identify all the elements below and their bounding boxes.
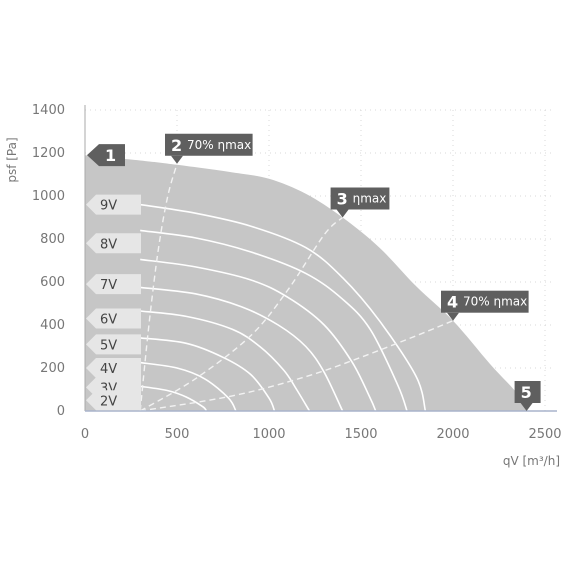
speed-tab-4V: 4V [86,358,141,378]
callout-pointer [520,403,533,411]
y-tick-label: 0 [57,404,65,419]
speed-label: 6V [100,313,117,328]
speed-tab-bg [86,308,141,329]
speed-tab-2V: 2V [86,390,141,411]
operating-envelope [85,155,527,411]
y-tick-label: 200 [40,361,65,376]
speed-tab-bg [86,358,141,378]
x-tick-label: 2000 [436,427,469,442]
callout-bg [514,381,541,403]
callout-number: 1 [105,146,116,165]
speed-tab-5V: 5V [86,334,141,355]
speed-tab-bg [86,334,141,355]
y-tick-label: 1200 [32,146,65,161]
speed-tab-bg [86,194,141,215]
callout-bg [87,144,125,167]
speed-tab-bg [86,390,141,411]
speed-tab-9V: 9V [86,194,141,215]
callout-bg [441,290,529,313]
x-tick-label: 2500 [528,427,561,442]
speed-curve-4V [140,337,276,412]
x-tick-label: 0 [81,427,89,442]
x-tick-label: 1000 [252,427,285,442]
x-tick-label: 500 [165,427,190,442]
callout-pointer [447,312,459,321]
speed-curve-9V [140,203,427,412]
x-tick-label: 1500 [344,427,377,442]
callout-number: 2 [171,136,182,155]
y-axis-label: psf [Pa] [5,137,19,182]
efficiency-curve-3 [140,320,454,412]
efficiency-curve-2 [139,216,344,412]
callouts: 1 2 70% ηmax 3 ηmax 4 70% ηmax 5 [87,133,541,411]
callout-label: 70% ηmax [463,295,527,309]
speed-tab-6V: 6V [86,308,141,329]
callout-number: 5 [521,383,532,402]
callout-number: 3 [337,190,348,209]
callout-4: 4 70% ηmax [441,290,529,321]
callout-5: 5 [514,381,541,411]
callout-bg [330,187,390,210]
axes: 0 200 400 600 800 1000 1200 1400 0 500 1000 1500 200… [32,103,562,442]
speed-curve-5V [140,310,311,412]
callout-1: 1 [87,144,125,167]
callout-bg [165,133,253,156]
speed-curve-8V [140,229,408,412]
speed-tab-bg [86,233,141,254]
y-tick-label: 1400 [32,103,65,118]
y-tick-label: 1000 [32,189,65,204]
speed-label: 4V [100,362,117,377]
speed-tab-8V: 8V [86,233,141,254]
speed-curve-3V [140,361,237,412]
speed-tab-bg [86,274,141,295]
speed-curve-2V [140,385,208,412]
speed-label: 8V [100,237,117,252]
speed-tab-7V: 7V [86,274,141,295]
callout-3: 3 ηmax [330,187,390,218]
speed-curves [140,203,427,412]
callout-pointer [336,209,349,218]
speed-label: 2V [100,394,117,409]
efficiency-curve-1 [139,163,178,412]
callout-label: 70% ηmax [187,138,251,152]
y-tick-label: 600 [40,275,65,290]
speed-curve-7V [140,258,377,412]
x-axis-label: qV [m³/h] [503,454,560,468]
callout-2: 2 70% ηmax [165,133,253,164]
efficiency-curves [139,163,454,412]
envelope-area [85,155,527,411]
speed-label: 9V [100,199,117,214]
callout-number: 4 [447,293,458,312]
callout-label: ηmax [353,192,387,206]
y-tick-label: 800 [40,232,65,247]
y-tick-label: 400 [40,318,65,333]
speed-curve-6V [140,286,344,412]
speed-label: 7V [100,278,117,293]
callout-pointer [171,155,183,164]
speed-label: 5V [100,338,117,353]
